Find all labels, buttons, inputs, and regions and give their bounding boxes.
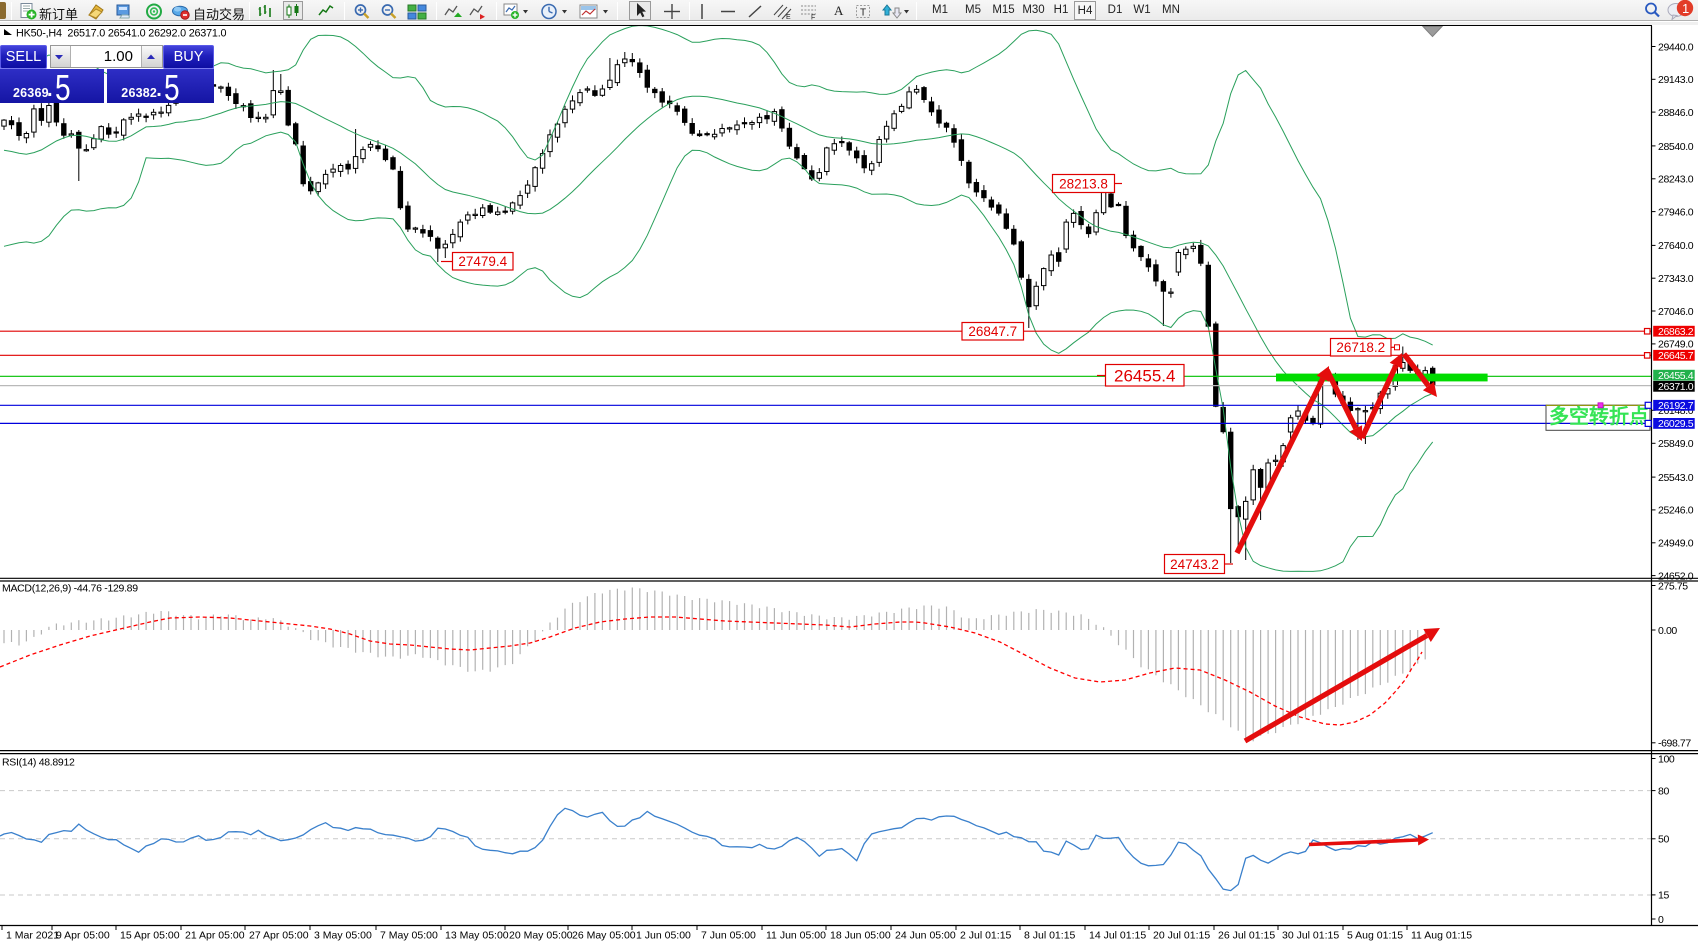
svg-text:11 Aug 01:15: 11 Aug 01:15 xyxy=(1411,930,1472,941)
svg-text:24949.0: 24949.0 xyxy=(1658,538,1694,550)
svg-text:28540.0: 28540.0 xyxy=(1658,141,1694,153)
svg-text:26371.0: 26371.0 xyxy=(1658,381,1694,393)
svg-text:28243.0: 28243.0 xyxy=(1658,174,1694,186)
svg-text:-698.77: -698.77 xyxy=(1658,738,1691,750)
svg-text:26455.4: 26455.4 xyxy=(1114,366,1175,385)
svg-text:24743.2: 24743.2 xyxy=(1170,557,1219,572)
svg-text:100: 100 xyxy=(1658,753,1675,765)
svg-text:E: E xyxy=(786,14,791,20)
svg-text:80: 80 xyxy=(1658,785,1669,797)
svg-text:26 May 05:00: 26 May 05:00 xyxy=(572,930,636,941)
svg-text:26847.7: 26847.7 xyxy=(968,324,1017,339)
svg-text:26029.5: 26029.5 xyxy=(1658,418,1694,430)
svg-text:275.75: 275.75 xyxy=(1658,580,1688,592)
svg-text:11 Jun 05:00: 11 Jun 05:00 xyxy=(766,930,826,941)
svg-text:28846.0: 28846.0 xyxy=(1658,107,1694,119)
svg-text:2 Jul 01:15: 2 Jul 01:15 xyxy=(960,930,1012,941)
svg-text:0.00: 0.00 xyxy=(1658,625,1677,637)
svg-text:26 Jul 01:15: 26 Jul 01:15 xyxy=(1218,930,1275,941)
svg-text:18 Jun 05:00: 18 Jun 05:00 xyxy=(830,930,891,941)
svg-text:24 Jun 05:00: 24 Jun 05:00 xyxy=(895,930,956,941)
svg-text:25849.0: 25849.0 xyxy=(1658,438,1694,450)
svg-text:27640.0: 27640.0 xyxy=(1658,240,1694,252)
svg-text:1 Jun 05:00: 1 Jun 05:00 xyxy=(636,930,691,941)
svg-text:15: 15 xyxy=(1658,890,1669,902)
svg-text:8 Jul 01:15: 8 Jul 01:15 xyxy=(1024,930,1076,941)
svg-text:29440.0: 29440.0 xyxy=(1658,41,1694,53)
svg-text:28213.8: 28213.8 xyxy=(1059,176,1108,191)
svg-text:7 Jun 05:00: 7 Jun 05:00 xyxy=(701,930,756,941)
svg-text:27046.0: 27046.0 xyxy=(1658,306,1694,318)
svg-text:26645.7: 26645.7 xyxy=(1658,350,1694,362)
svg-text:1: 1 xyxy=(1682,1,1689,16)
svg-text:MACD(12,26,9) -44.76 -129.89: MACD(12,26,9) -44.76 -129.89 xyxy=(2,583,138,595)
svg-text:F: F xyxy=(811,15,815,21)
svg-text:21 Apr 05:00: 21 Apr 05:00 xyxy=(185,930,245,941)
svg-text:1 Mar 2021: 1 Mar 2021 xyxy=(6,930,59,941)
svg-text:27 Apr 05:00: 27 Apr 05:00 xyxy=(249,930,309,941)
svg-text:HK50-,H4 26517.0 26541.0 2629: HK50-,H4 26517.0 26541.0 26292.0 26371.0 xyxy=(16,28,227,40)
svg-text:20 May 05:00: 20 May 05:00 xyxy=(509,930,573,941)
svg-text:13 May 05:00: 13 May 05:00 xyxy=(445,930,509,941)
svg-text:T: T xyxy=(860,8,866,19)
svg-text:20 Jul 01:15: 20 Jul 01:15 xyxy=(1153,930,1210,941)
svg-text:RSI(14) 48.8912: RSI(14) 48.8912 xyxy=(2,757,75,769)
svg-text:26192.7: 26192.7 xyxy=(1658,400,1694,412)
svg-text:5 Aug 01:15: 5 Aug 01:15 xyxy=(1347,930,1403,941)
svg-text:3 May 05:00: 3 May 05:00 xyxy=(314,930,372,941)
svg-text:26749.0: 26749.0 xyxy=(1658,339,1694,351)
svg-text:27479.4: 27479.4 xyxy=(458,254,507,269)
svg-text:9 Apr 05:00: 9 Apr 05:00 xyxy=(56,930,110,941)
svg-text:27946.0: 27946.0 xyxy=(1658,206,1694,218)
svg-text:29143.0: 29143.0 xyxy=(1658,74,1694,86)
svg-text:25543.0: 25543.0 xyxy=(1658,472,1694,484)
svg-text:15 Apr 05:00: 15 Apr 05:00 xyxy=(120,930,180,941)
svg-text:26863.2: 26863.2 xyxy=(1658,326,1694,338)
svg-text:30 Jul 01:15: 30 Jul 01:15 xyxy=(1282,930,1339,941)
svg-text:25246.0: 25246.0 xyxy=(1658,505,1694,517)
svg-text:26455.4: 26455.4 xyxy=(1658,370,1694,382)
svg-text:14 Jul 01:15: 14 Jul 01:15 xyxy=(1089,930,1146,941)
svg-text:0: 0 xyxy=(1658,914,1664,926)
svg-text:7 May 05:00: 7 May 05:00 xyxy=(380,930,438,941)
svg-text:50: 50 xyxy=(1658,834,1669,846)
svg-text:26718.2: 26718.2 xyxy=(1336,340,1385,355)
svg-text:27343.0: 27343.0 xyxy=(1658,273,1694,285)
svg-text:24652.0: 24652.0 xyxy=(1658,570,1694,582)
